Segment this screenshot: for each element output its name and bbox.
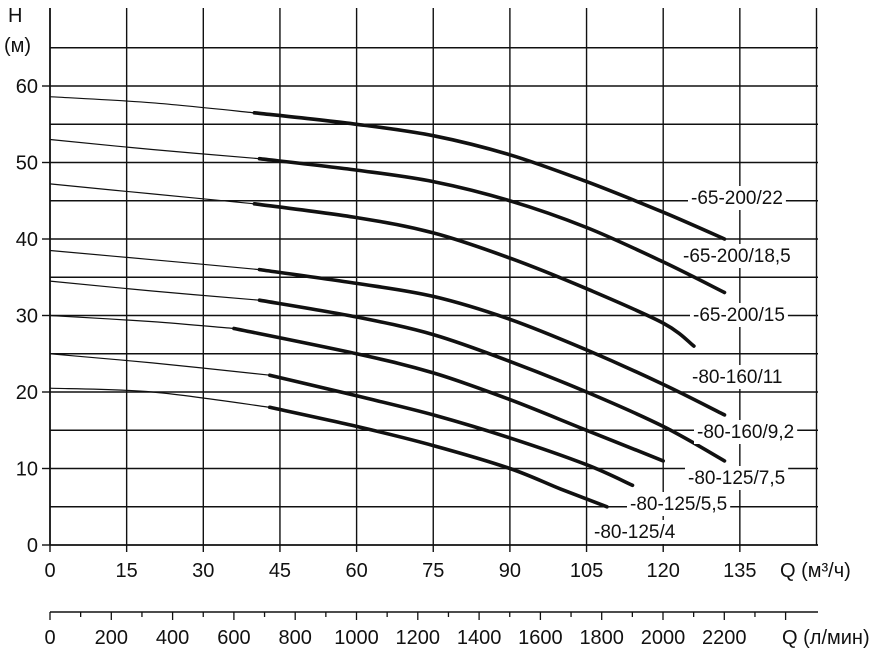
series-label: -65-200/22 bbox=[691, 188, 783, 209]
curve-thick-0 bbox=[252, 111, 727, 241]
curve-thin-5 bbox=[49, 314, 235, 330]
x-tick-label: 105 bbox=[570, 560, 603, 582]
x2-tick-label: 800 bbox=[279, 627, 312, 649]
series-label-bg bbox=[688, 186, 786, 210]
series-label: -80-125/4 bbox=[594, 522, 676, 543]
series-label-bg bbox=[685, 466, 789, 490]
y-tick-label: 20 bbox=[16, 382, 38, 404]
x-tick-label: 60 bbox=[345, 560, 367, 582]
x2-tick-label: 2000 bbox=[641, 627, 686, 649]
y-tick-label: 30 bbox=[16, 306, 38, 328]
series-label: -80-160/11 bbox=[692, 367, 783, 388]
series-label: -80-125/5,5 bbox=[630, 494, 727, 515]
series-labels: -65-200/22 -65-200/18,5 -65-200/15 -80-160/… bbox=[591, 186, 798, 544]
x2-tick-label: 1400 bbox=[457, 627, 502, 649]
x-tick-label: 45 bbox=[269, 560, 291, 582]
x-axis-secondary-title: Q (л/мин) bbox=[782, 627, 870, 649]
series-label-bg bbox=[694, 420, 798, 444]
curve-thick-5 bbox=[232, 326, 665, 463]
curve-thick-2 bbox=[252, 202, 696, 348]
curve-thin-3 bbox=[49, 249, 260, 271]
grid bbox=[49, 8, 818, 546]
x2-tick-label: 1600 bbox=[518, 627, 563, 649]
y-axis-title-line1: H bbox=[8, 5, 22, 27]
curve-thin-2 bbox=[49, 183, 255, 205]
series-label: -80-125/7,5 bbox=[688, 468, 785, 489]
x-tick-label: 120 bbox=[647, 560, 680, 582]
y-tick-label: 0 bbox=[27, 535, 38, 557]
series-label-bg bbox=[627, 492, 731, 516]
series-label-bg bbox=[680, 244, 794, 268]
curve-thick-4 bbox=[257, 298, 727, 463]
curve-thin-1 bbox=[49, 138, 260, 160]
x-axis: 0 15 30 45 60 75 90 105 120 135 bbox=[44, 545, 757, 582]
pump-curves bbox=[49, 96, 727, 509]
curve-thick-6 bbox=[267, 373, 635, 488]
x-axis-secondary: 0 200 400 600 800 1000 1200 1400 1600 1800 2000 220… bbox=[44, 611, 818, 649]
series-label: -80-160/9,2 bbox=[697, 422, 794, 443]
curve-thick-7 bbox=[267, 405, 609, 509]
x-tick-label: 0 bbox=[44, 560, 55, 582]
curve-thin-0 bbox=[49, 96, 255, 114]
x2-tick-label: 200 bbox=[95, 627, 128, 649]
x-tick-label: 90 bbox=[499, 560, 521, 582]
series-label-bg bbox=[591, 520, 679, 544]
curve-thin-6 bbox=[49, 353, 270, 376]
y-axis-title-line2: (м) bbox=[4, 35, 31, 57]
x-tick-label: 135 bbox=[723, 560, 756, 582]
curve-thin-7 bbox=[49, 387, 270, 408]
x2-tick-label: 0 bbox=[44, 627, 55, 649]
y-tick-label: 40 bbox=[16, 229, 38, 251]
series-label-bg bbox=[690, 303, 788, 327]
x2-tick-label: 2200 bbox=[702, 627, 747, 649]
y-tick-label: 60 bbox=[16, 76, 38, 98]
x-tick-label: 15 bbox=[116, 560, 138, 582]
x-tick-label: 75 bbox=[422, 560, 444, 582]
series-label: -65-200/15 bbox=[693, 305, 785, 326]
y-axis: 0 10 20 30 40 50 60 bbox=[16, 76, 50, 557]
x2-tick-label: 600 bbox=[217, 627, 250, 649]
series-label: -65-200/18,5 bbox=[683, 246, 791, 267]
y-tick-label: 50 bbox=[16, 153, 38, 175]
curve-thick-3 bbox=[257, 267, 727, 417]
x2-tick-label: 1200 bbox=[396, 627, 441, 649]
y-tick-label: 10 bbox=[16, 459, 38, 481]
x2-tick-label: 1800 bbox=[579, 627, 624, 649]
x2-tick-label: 400 bbox=[156, 627, 189, 649]
curve-thin-4 bbox=[49, 280, 260, 301]
x-tick-label: 30 bbox=[192, 560, 214, 582]
x2-tick-label: 1000 bbox=[334, 627, 379, 649]
curve-thick-1 bbox=[257, 156, 727, 295]
series-label-bg bbox=[689, 365, 786, 389]
x-axis-title: Q (м³/ч) bbox=[780, 560, 851, 582]
